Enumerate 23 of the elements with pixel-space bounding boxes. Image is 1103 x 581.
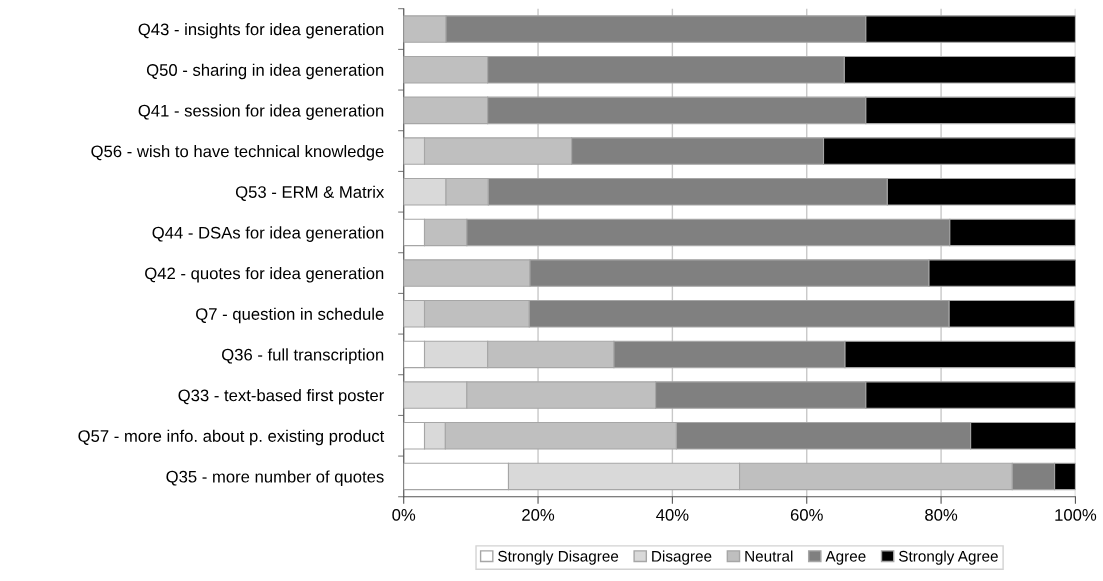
y-tick-label: Q44 - DSAs for idea generation	[152, 226, 384, 242]
y-tick-label: Q53 - ERM & Matrix	[235, 185, 385, 201]
x-tick-label: 100%	[1055, 509, 1097, 521]
y-tick-label: Q56 - wish to have technical knowledge	[91, 145, 384, 161]
legend-label: Neutral	[745, 550, 793, 562]
y-tick-label: Q42 - quotes for idea generation	[145, 267, 384, 283]
y-tick-label: Q50 - sharing in idea generation	[146, 63, 384, 80]
y-tick-label: Q41 - session for idea generation	[138, 104, 384, 120]
legend-label: Disagree	[652, 550, 712, 565]
y-tick-label: Q33 - text-based first poster	[178, 389, 384, 405]
y-tick-label: Q36 - full transcription	[222, 348, 384, 364]
y-tick-label: Q43 - insights for idea generation	[138, 23, 384, 39]
legend-label: Agree	[825, 551, 866, 565]
x-tick-label: 60%	[790, 509, 823, 521]
x-tick-label: 40%	[656, 509, 689, 521]
legend-label: Strongly Disagree	[498, 550, 619, 565]
x-tick-label: 0%	[392, 509, 416, 521]
legend-label: Strongly Agree	[899, 550, 998, 565]
x-tick-label: 80%	[925, 509, 958, 521]
y-tick-label: Q7 - question in schedule	[196, 307, 384, 324]
y-tick-label: Q35 - more number of quotes	[166, 470, 384, 486]
x-tick-label: 20%	[522, 509, 555, 521]
y-tick-label: Q57 - more info. about p. existing product	[78, 429, 385, 446]
